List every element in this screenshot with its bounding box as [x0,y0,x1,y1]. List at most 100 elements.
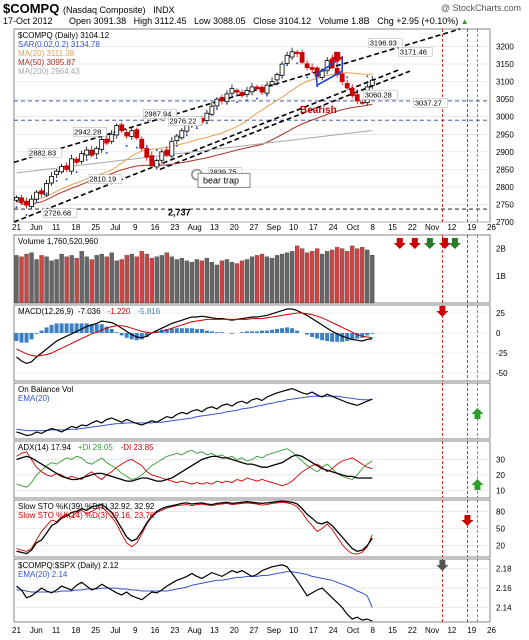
volume-bar-17 [99,253,104,304]
macd-hist-9 [59,323,64,333]
x-axis-label-top-20: 22 [408,223,417,232]
sar-dot-62 [326,69,329,72]
volume-bar-27 [149,257,154,304]
obv-panel [13,382,491,440]
candle-body-34 [184,125,190,132]
x-axis-label-bottom-19: 15 [388,626,397,635]
sar-dot-34 [185,134,188,137]
macd-hist-59 [310,333,315,337]
stoch-legend-0: Slow STO %K(39) %D(1) 32.92, 32.92 [18,502,155,511]
macd-hist-50 [265,330,270,333]
macd-hist-1 [19,333,24,343]
candle-body-42 [224,93,230,103]
macd-legend-2: -1.220 [108,307,131,316]
volume-bar-51 [269,257,275,304]
stoch-slow-line [16,500,373,555]
x-axis-label-bottom-7: 16 [151,626,160,635]
ratio-down-arrow [436,560,449,571]
macd-hist-60 [315,333,320,339]
volume-bar-64 [335,247,340,304]
adx-up-arrow [471,479,484,490]
volume-bar-16 [94,255,99,304]
x-axis-label-top-19: 15 [388,223,397,232]
candle-body-43 [229,88,235,94]
volume-bar-65 [340,248,345,304]
candle-body-8 [54,170,59,176]
macd-hist-47 [250,331,254,333]
price-legend-2: MA(20) 3111.38 [18,49,75,58]
volume-bar-58 [304,252,310,304]
sma200-line [16,130,373,174]
macd-hist-21 [119,333,124,336]
macd-hist-16 [94,324,99,333]
x-axis-label-bottom-18: 8 [371,626,376,635]
macd-hist-67 [350,333,355,341]
candle-body-59 [309,67,315,70]
volume-bar-70 [365,249,370,304]
price-down-arrow [331,51,344,63]
macd-hist-35 [189,328,194,333]
macd-hist-38 [204,330,209,333]
price-tick-6: 3000 [496,113,514,122]
x-axis-label-top-18: 8 [371,223,376,232]
volume-arrow-3 [438,238,451,249]
quote-close: Close 3104.12 [253,16,312,26]
x-axis-label-top-13: Sep [267,223,282,232]
candle-body-12 [74,158,80,163]
candle-body-48 [254,86,260,90]
quote-change: Chg +2.95 (+0.10%) [377,16,459,26]
volume-bar-60 [314,248,320,304]
price-legend-3: MA(50) 3095.87 [18,58,76,67]
macd-hist-48 [255,331,260,333]
macd-hist-56 [295,330,300,333]
sar-dot-66 [346,76,349,79]
ratio-ema-line [16,571,373,608]
sar-dot-18 [105,151,108,154]
volume-bar-38 [204,257,210,304]
x-axis-label-top-15: 17 [309,223,318,232]
volume-bar-5 [39,255,44,304]
adx-legend-1: +DI 29.05 [78,443,113,452]
volume-bar-2 [24,253,29,304]
candle-body-19 [109,133,115,142]
x-axis-label-top-8: 23 [170,223,179,232]
sar-dot-50 [266,93,269,96]
volume-bar-4 [34,259,39,304]
x-axis-label-top-12: 27 [250,223,259,232]
quote-line: 17-Oct 2012 Open 3091.38 High 3112.45 Lo… [3,16,469,26]
candle-body-56 [294,51,300,54]
macd-hist-3 [29,333,34,340]
macd-hist-14 [84,323,89,333]
candle-body-10 [64,165,70,170]
candle-body-32 [174,135,180,141]
volume-bar-8 [54,259,59,304]
sma50-line [16,103,373,206]
candle-body-39 [209,105,215,115]
x-axis-label-bottom-1: Jun [30,626,43,635]
price-tick-0: 2700 [496,218,514,227]
volume-bar-34 [184,260,190,304]
macd-hist-20 [114,332,119,333]
sar-dot-16 [95,157,98,160]
macd-hist-22 [124,333,129,338]
x-axis-label-top-21: Nov [425,223,439,232]
volume-bar-23 [129,253,134,304]
sar-dot-30 [165,164,168,167]
adx-tick-0: 30 [496,455,505,464]
x-axis-label-top-16: 24 [329,223,338,232]
candle-body-17 [99,139,105,150]
x-axis-label-bottom-11: 20 [230,626,239,635]
x-axis-label-bottom-6: 9 [133,626,138,635]
price-label-4: 2810.19 [89,175,116,184]
volume-bar-9 [59,253,64,304]
sar-dot-14 [85,158,88,161]
volume-bar-67 [350,245,355,304]
volume-bar-62 [325,251,330,304]
sar-dot-46 [245,99,248,102]
price-label-box-7 [368,38,403,48]
x-axis-label-bottom-10: 13 [210,626,219,635]
volume-bar-48 [254,255,260,304]
candle-body-31 [169,140,175,157]
candle-body-1 [19,197,24,203]
candle-body-24 [134,129,140,139]
